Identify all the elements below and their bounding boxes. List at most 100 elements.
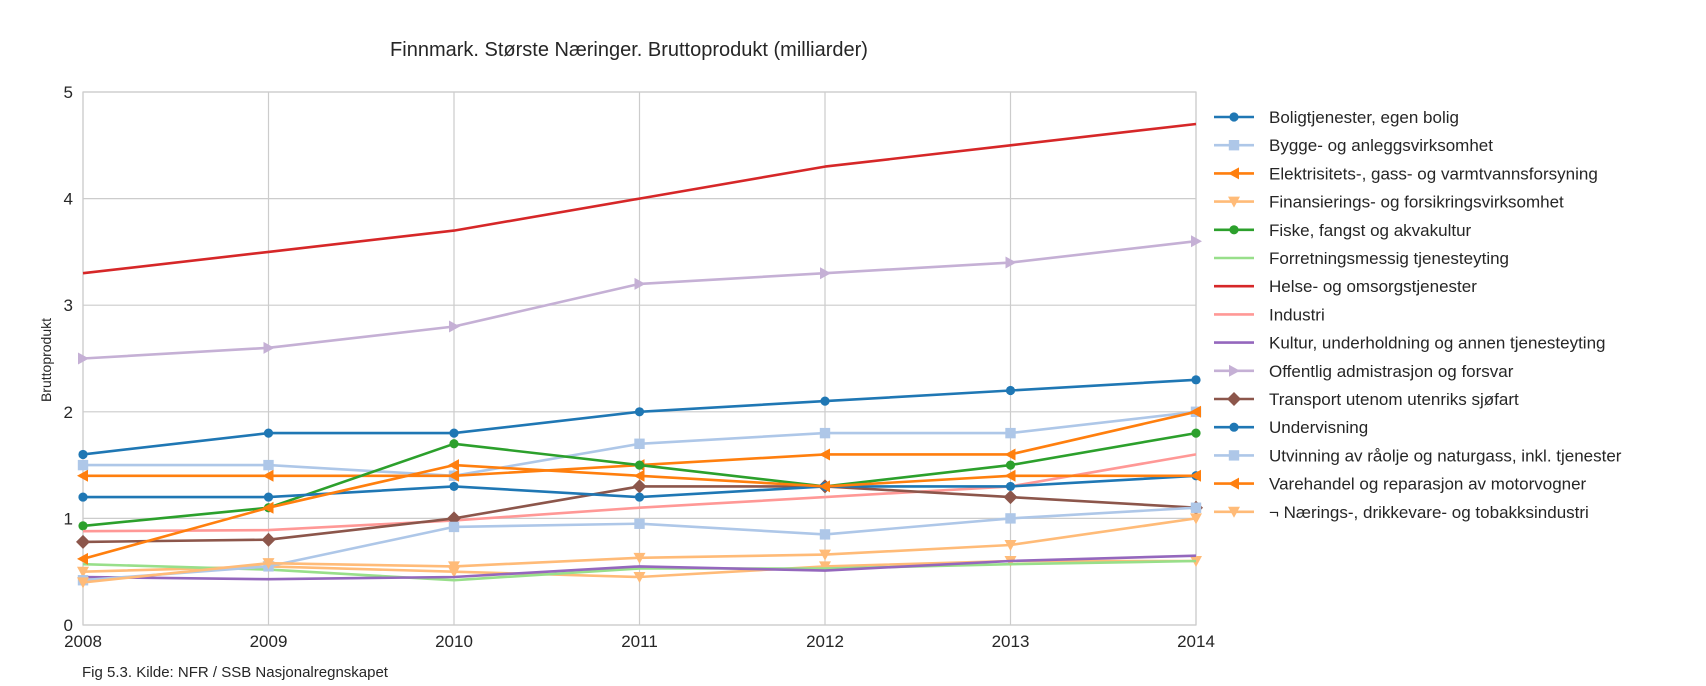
y-axis-ticks: 0 1 2 3 4 5 xyxy=(64,83,73,635)
legend-item: Boligtjenester, egen bolig xyxy=(1214,108,1459,127)
legend-item: Undervisning xyxy=(1214,418,1368,437)
y-tick-label: 3 xyxy=(64,296,73,315)
legend-item: Helse- og omsorgstjenester xyxy=(1214,277,1477,296)
data-point xyxy=(448,521,460,533)
x-tick-label: 2012 xyxy=(806,632,844,651)
series-group xyxy=(78,235,1202,365)
data-point xyxy=(449,439,459,449)
legend-item: ¬ Nærings-, drikkevare- og tobakksindust… xyxy=(1214,503,1589,522)
data-point xyxy=(1190,469,1201,482)
data-point xyxy=(820,396,830,406)
y-tick-label: 4 xyxy=(64,190,73,209)
data-point xyxy=(78,449,88,460)
legend-item: Transport utenom utenriks sjøfart xyxy=(1214,390,1519,409)
legend-label: Kultur, underholdning og annen tjenestey… xyxy=(1269,334,1605,353)
series-line xyxy=(82,122,1197,275)
x-tick-label: 2008 xyxy=(64,632,102,651)
legend-marker xyxy=(1228,506,1240,518)
data-point xyxy=(819,549,831,561)
x-tick-label: 2014 xyxy=(1177,632,1215,651)
legend-label: Bygge- og anleggsvirksomhet xyxy=(1269,136,1493,155)
legend-label: Boligtjenester, egen bolig xyxy=(1269,108,1459,127)
data-point xyxy=(262,469,274,482)
legend-marker xyxy=(1229,112,1239,122)
data-point xyxy=(1003,490,1018,505)
data-point xyxy=(78,352,89,365)
legend-label: Forretningsmessig tjenesteyting xyxy=(1269,249,1509,268)
data-point xyxy=(1005,481,1016,492)
legend-marker xyxy=(1228,450,1240,461)
legend-item: Industri xyxy=(1214,305,1325,324)
data-point xyxy=(76,534,90,549)
figure-caption: Fig 5.3. Kilde: NFR / SSB Nasjonalregnsk… xyxy=(82,664,388,681)
legend-marker xyxy=(1229,225,1239,235)
data-point xyxy=(634,438,645,449)
data-point xyxy=(1191,235,1202,248)
y-tick-label: 0 xyxy=(64,616,73,635)
data-point xyxy=(819,427,831,439)
legend-label: Helse- og omsorgstjenester xyxy=(1269,277,1477,296)
data-point xyxy=(263,341,275,354)
legend-item: Finansierings- og forsikringsvirksomhet xyxy=(1214,193,1564,212)
legend-item: Fiske, fangst og akvakultur xyxy=(1214,221,1472,240)
series-group xyxy=(82,554,1197,581)
legend-label: Industri xyxy=(1269,305,1325,324)
data-point xyxy=(448,459,459,472)
data-point xyxy=(263,428,274,438)
legend-label: Finansierings- og forsikringsvirksomhet xyxy=(1269,193,1564,212)
data-point xyxy=(819,480,830,493)
data-point xyxy=(1190,513,1202,525)
series-group xyxy=(77,459,1201,565)
legend-label: Fiske, fangst og akvakultur xyxy=(1269,221,1472,240)
data-point xyxy=(448,561,460,573)
data-point xyxy=(1005,256,1017,269)
data-point xyxy=(449,320,460,333)
legend-item: Forretningsmessig tjenesteyting xyxy=(1214,249,1509,268)
y-tick-label: 1 xyxy=(64,509,73,528)
data-point xyxy=(262,558,275,570)
legend-item: Utvinning av råolje og naturgass, inkl. … xyxy=(1214,446,1622,465)
legend-item: Elektrisitets-, gass- og varmtvannsforsy… xyxy=(1214,164,1598,183)
x-tick-label: 2011 xyxy=(621,632,658,651)
data-point xyxy=(634,518,645,529)
legend-item: Varehandel og reparasjon av motorvogner xyxy=(1214,475,1587,494)
legend-item: Offentlig admistrasjon og forsvar xyxy=(1214,362,1514,381)
y-tick-label: 2 xyxy=(64,403,73,422)
series-group xyxy=(78,471,1201,502)
x-axis-ticks: 2008 2009 2010 2011 2012 2013 2014 xyxy=(64,632,1215,651)
data-point xyxy=(78,521,88,531)
data-point xyxy=(262,501,274,514)
data-point xyxy=(78,492,88,502)
legend-marker xyxy=(1228,477,1239,490)
x-tick-label: 2010 xyxy=(435,632,473,651)
data-point xyxy=(634,407,645,417)
data-point xyxy=(263,492,274,502)
data-point xyxy=(449,428,459,438)
legend-marker xyxy=(1228,196,1240,208)
legend-label: Elektrisitets-, gass- og varmtvannsforsy… xyxy=(1269,164,1598,183)
data-point xyxy=(448,469,459,482)
series-line xyxy=(82,554,1197,581)
data-point xyxy=(633,552,646,564)
x-tick-label: 2013 xyxy=(992,632,1030,651)
y-tick-label: 5 xyxy=(64,83,73,102)
data-point xyxy=(449,481,459,492)
legend-marker xyxy=(1229,422,1239,432)
data-point xyxy=(819,561,831,573)
data-point xyxy=(819,529,831,540)
series-group xyxy=(82,122,1197,275)
data-point xyxy=(820,267,831,280)
data-point xyxy=(1005,513,1016,524)
legend-marker xyxy=(1229,364,1240,377)
data-point xyxy=(1005,385,1016,396)
data-point xyxy=(77,459,89,471)
data-point xyxy=(77,577,89,589)
legend-label: Utvinning av råolje og naturgass, inkl. … xyxy=(1269,446,1622,465)
legend-item: Kultur, underholdning og annen tjenestey… xyxy=(1214,334,1605,353)
legend-label: Undervisning xyxy=(1269,418,1368,437)
legend: Boligtjenester, egen bolig Bygge- og anle… xyxy=(1214,108,1622,522)
legend-marker xyxy=(1228,167,1239,180)
chart-title: Finnmark. Største Næringer. Bruttoproduk… xyxy=(390,39,868,61)
data-point xyxy=(1004,469,1016,482)
